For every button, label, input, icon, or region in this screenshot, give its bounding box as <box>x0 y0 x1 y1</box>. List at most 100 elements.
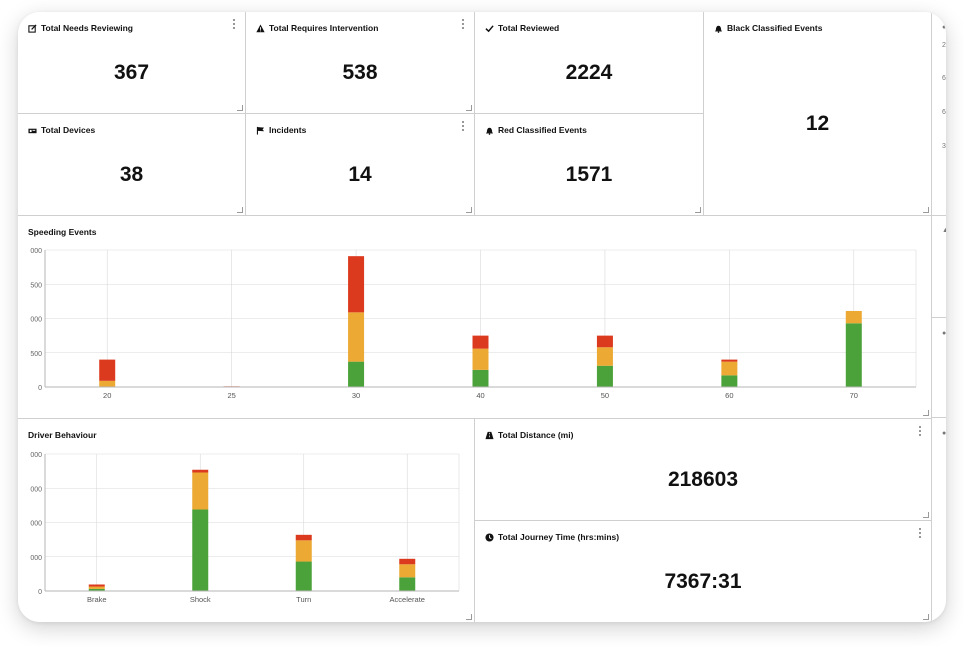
resize-handle[interactable] <box>923 207 929 213</box>
dashboard: Total Needs Reviewing 367 Total Requires… <box>18 12 946 622</box>
widget-red-classified-events[interactable]: Red Classified Events 1571 <box>475 114 704 216</box>
bar-segment[interactable] <box>192 472 209 510</box>
widget-title: Total Reviewed <box>498 23 560 33</box>
widget-partial-right-4[interactable]: ● <box>932 418 946 622</box>
widget-partial-right[interactable]: ● 2 6 6 3 <box>932 12 946 216</box>
widget-value: 1571 <box>565 163 613 186</box>
resize-handle[interactable] <box>695 207 701 213</box>
widget-speeding-events[interactable]: 0 500 000 500 000 20 25 30 40 50 60 70 Speeding Eve… <box>18 216 932 419</box>
bar-segment[interactable] <box>596 347 613 366</box>
bar-segment[interactable] <box>399 558 416 565</box>
bar-segment[interactable] <box>99 359 116 381</box>
widget-incidents[interactable]: Incidents 14 <box>246 114 475 216</box>
widget-driver-behaviour[interactable]: 0 000 000 000 000 Brake Shock Turn Accelerate Dr… <box>18 419 475 622</box>
y-tick-label: 000 <box>30 248 42 255</box>
bar-segment[interactable] <box>596 365 613 387</box>
bar-segment[interactable] <box>721 359 738 362</box>
partial-label: 2 <box>942 42 946 49</box>
y-tick-label: 500 <box>30 351 42 358</box>
bar-segment[interactable] <box>472 369 489 387</box>
resize-handle[interactable] <box>237 207 243 213</box>
bar-segment[interactable] <box>192 469 209 473</box>
partial-icon: ● <box>942 24 946 31</box>
bar-segment[interactable] <box>348 312 365 362</box>
bar-segment[interactable] <box>845 310 862 324</box>
bar-segment[interactable] <box>88 586 105 589</box>
y-tick-label: 000 <box>30 317 42 324</box>
bar-segment[interactable] <box>845 323 862 387</box>
widget-total-needs-reviewing[interactable]: Total Needs Reviewing 367 <box>18 12 246 114</box>
widget-title: Driver Behaviour <box>28 430 97 440</box>
widget-value: 7367:31 <box>664 570 742 593</box>
bar-segment[interactable] <box>295 534 312 541</box>
widget-value: 38 <box>119 163 144 186</box>
y-tick-label: 0 <box>38 385 42 392</box>
y-tick-label: 000 <box>30 486 42 493</box>
resize-handle[interactable] <box>466 207 472 213</box>
clock-icon <box>485 532 494 542</box>
widget-value: 12 <box>805 112 830 135</box>
bar-segment[interactable] <box>88 584 105 587</box>
widget-partial-right-3[interactable]: ● <box>932 318 946 418</box>
widget-value: 218603 <box>667 468 739 491</box>
resize-handle[interactable] <box>466 614 472 620</box>
widget-total-requires-intervention[interactable]: Total Requires Intervention 538 <box>246 12 475 114</box>
x-tick-label: 60 <box>725 391 733 400</box>
widget-value: 2224 <box>565 61 613 84</box>
y-tick-label: 0 <box>38 589 42 596</box>
y-tick-label: 500 <box>30 282 42 289</box>
bar-segment[interactable] <box>88 588 105 591</box>
widget-total-devices[interactable]: Total Devices 38 <box>18 114 246 216</box>
widget-menu-icon[interactable] <box>918 426 922 436</box>
widget-value: 367 <box>113 61 150 84</box>
resize-handle[interactable] <box>237 105 243 111</box>
partial-icon: ● <box>942 430 946 437</box>
bar-segment[interactable] <box>472 335 489 349</box>
widget-black-classified-events[interactable]: Black Classified Events 12 <box>704 12 932 216</box>
widget-menu-icon[interactable] <box>918 528 922 538</box>
x-tick-label: 40 <box>476 391 484 400</box>
widget-total-journey-time[interactable]: Total Journey Time (hrs:mins) 7367:31 <box>475 521 932 622</box>
x-tick-label: Shock <box>190 595 211 604</box>
partial-icon: ▲ <box>942 227 946 234</box>
bar-segment[interactable] <box>295 561 312 591</box>
bar-segment[interactable] <box>472 348 489 370</box>
x-tick-label: Accelerate <box>390 595 425 604</box>
partial-label: 6 <box>942 75 946 82</box>
bar-segment[interactable] <box>348 361 365 387</box>
resize-handle[interactable] <box>923 410 929 416</box>
partial-label: 3 <box>942 143 946 150</box>
widget-total-reviewed[interactable]: Total Reviewed 2224 <box>475 12 704 114</box>
widget-title: Total Distance (mi) <box>498 430 574 440</box>
bar-segment[interactable] <box>192 509 209 591</box>
x-tick-label: Turn <box>296 595 311 604</box>
bar-segment[interactable] <box>399 564 416 578</box>
bar-segment[interactable] <box>721 361 738 376</box>
bar-segment[interactable] <box>295 540 312 562</box>
bar-segment[interactable] <box>348 256 365 313</box>
widget-title: Black Classified Events <box>727 23 823 33</box>
resize-handle[interactable] <box>466 105 472 111</box>
widget-partial-right-2[interactable]: ▲ <box>932 216 946 318</box>
x-tick-label: Brake <box>87 595 107 604</box>
bar-segment[interactable] <box>399 577 416 591</box>
bar-segment[interactable] <box>721 375 738 387</box>
flag-icon <box>256 126 265 135</box>
partial-icon: ● <box>942 330 946 337</box>
widget-title: Red Classified Events <box>498 125 587 135</box>
widget-title: Incidents <box>269 125 307 135</box>
resize-handle[interactable] <box>923 614 929 620</box>
widget-menu-icon[interactable] <box>232 19 236 29</box>
widget-menu-icon[interactable] <box>461 121 465 131</box>
bar-segment[interactable] <box>596 335 613 348</box>
y-tick-label: 000 <box>30 521 42 528</box>
x-tick-label: 30 <box>352 391 360 400</box>
x-tick-label: 70 <box>850 391 858 400</box>
widget-value: 14 <box>348 163 372 186</box>
widget-title: Speeding Events <box>28 227 97 237</box>
resize-handle[interactable] <box>923 512 929 518</box>
widget-total-distance[interactable]: Total Distance (mi) 218603 <box>475 419 932 521</box>
widget-menu-icon[interactable] <box>461 19 465 29</box>
bar-segment[interactable] <box>99 380 116 387</box>
widget-title: Total Journey Time (hrs:mins) <box>498 532 620 542</box>
